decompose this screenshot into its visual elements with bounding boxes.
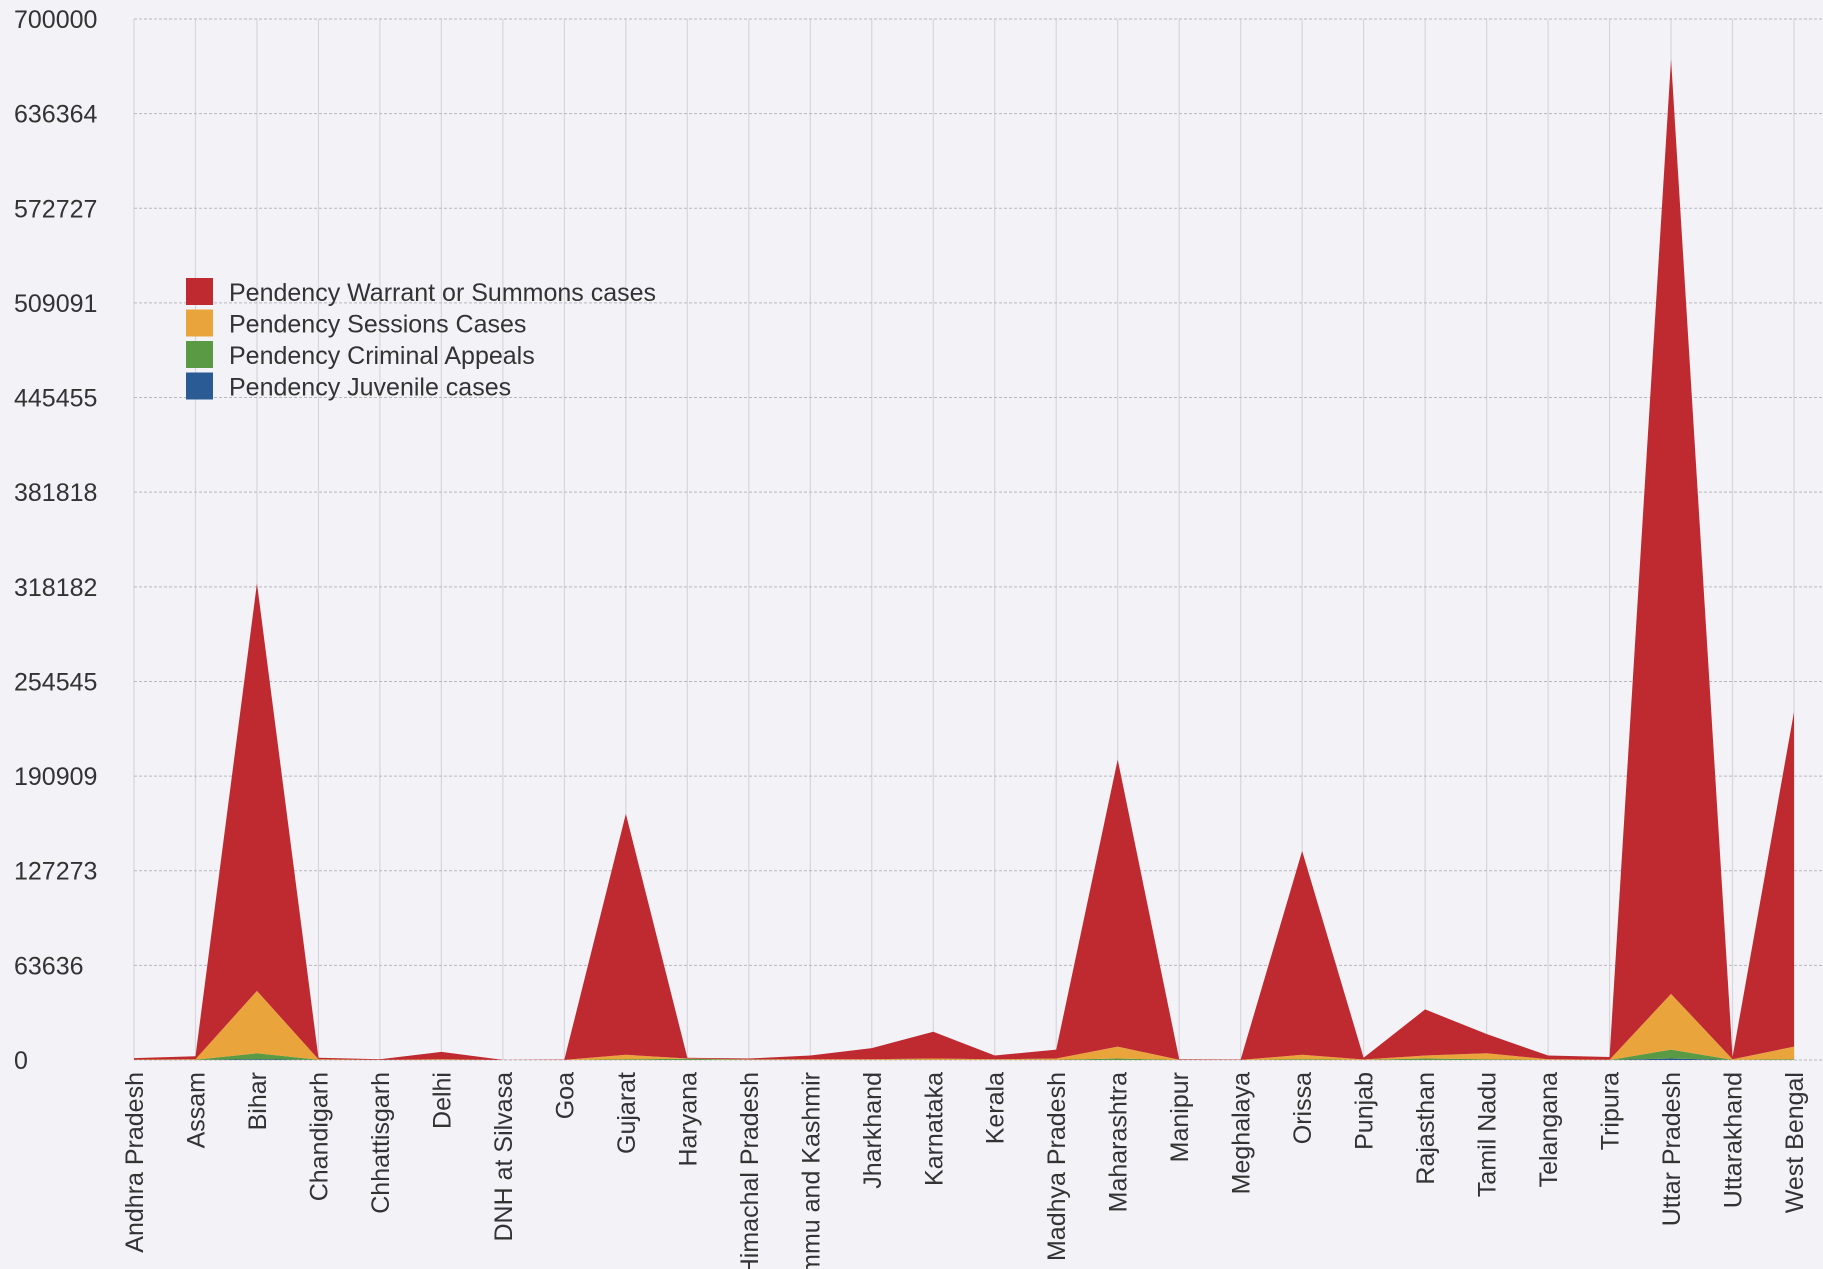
x-tick-label: Assam [182,1072,210,1148]
x-tick-label: DNH at Silvasa [490,1072,518,1242]
legend-swatch [186,278,213,305]
x-tick-label: Manipur [1166,1072,1194,1162]
x-tick-label: West Bengal [1781,1072,1809,1213]
x-tick-label: Delhi [428,1072,456,1129]
x-tick-label: Kerala [982,1072,1010,1144]
x-tick-label: Goa [551,1072,579,1119]
y-tick-label: 636364 [14,101,98,129]
x-tick-label: Haryana [674,1072,702,1167]
y-tick-label: 445455 [14,385,97,413]
x-tick-label: Madhya Pradesh [1043,1072,1071,1261]
y-tick-label: 190909 [14,763,97,791]
y-tick-label: 572727 [14,195,97,223]
x-tick-label: Uttarakhand [1720,1072,1748,1208]
y-tick-label: 318182 [14,574,97,602]
x-tick-label: Gujarat [613,1072,641,1154]
x-tick-label: Tamil Nadu [1474,1072,1502,1197]
y-tick-label: 254545 [14,668,97,696]
x-tick-label: Chhattisgarh [367,1072,395,1214]
y-tick-label: 63636 [14,952,84,980]
x-tick-label: Uttar Pradesh [1658,1072,1686,1226]
x-tick-label: Andhra Pradesh [121,1072,149,1253]
x-tick-label: Jammu and Kashmir [797,1072,825,1269]
legend-label: Pendency Criminal Appeals [229,342,535,370]
x-tick-label: Maharashtra [1105,1072,1133,1212]
legend-swatch [186,372,213,400]
x-tick-label: Jharkhand [859,1072,887,1189]
area [134,1058,1794,1060]
y-tick-label: 127273 [14,858,97,886]
legend-label: Pendency Sessions Cases [229,311,526,339]
x-tick-label: Meghalaya [1228,1072,1256,1194]
legend-swatch [186,341,213,368]
area [134,59,1794,1061]
legend-label: Pendency Juvenile cases [229,374,511,402]
legend-swatch [186,309,213,337]
legend-label: Pendency Warrant or Summons cases [229,279,656,307]
y-tick-label: 509091 [14,290,97,318]
x-tick-label: Tripura [1597,1072,1625,1150]
y-tick-label: 381818 [14,479,97,507]
area [134,990,1794,1060]
x-tick-label: Bihar [244,1072,272,1130]
x-tick-label: Chandigarh [305,1072,333,1201]
x-tick-label: Himachal Pradesh [736,1072,764,1269]
x-tick-label: Karnataka [920,1072,948,1186]
x-tick-label: Orissa [1289,1072,1317,1144]
x-tick-label: Punjab [1351,1072,1379,1150]
y-tick-label: 700000 [14,6,97,34]
x-tick-label: Rajasthan [1412,1072,1440,1185]
x-tick-label: Telangana [1535,1072,1563,1187]
area [134,1049,1794,1060]
y-tick-label: 0 [14,1047,28,1075]
